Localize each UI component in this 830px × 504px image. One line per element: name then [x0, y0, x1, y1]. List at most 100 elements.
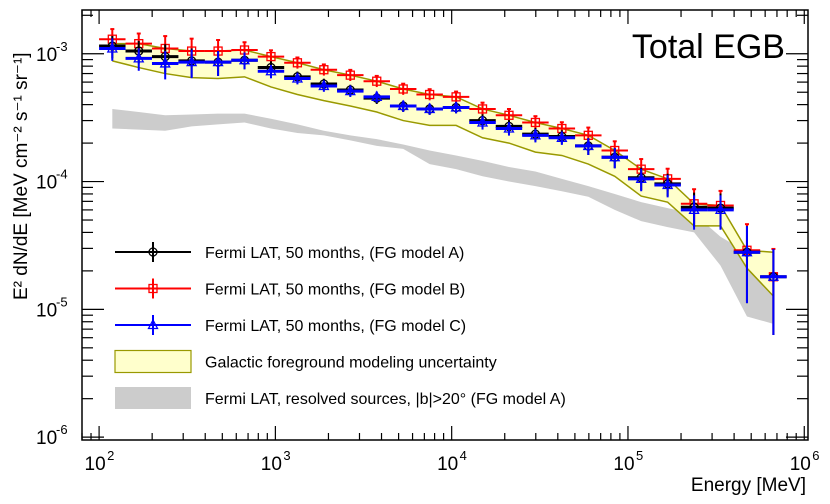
- legend-label: Fermi LAT, 50 months, (FG model C): [205, 318, 466, 335]
- marker-triangle: [476, 116, 489, 127]
- x-tick-exponent: 3: [283, 448, 290, 463]
- data-point: [469, 116, 496, 130]
- data-point: [204, 51, 232, 76]
- marker-triangle: [212, 55, 224, 67]
- x-tick-exponent: 4: [460, 448, 467, 463]
- marker-triangle: [450, 101, 462, 112]
- legend-swatch: [115, 387, 191, 409]
- x-tick-exponent: 2: [107, 448, 114, 463]
- y-tick-exponent: -6: [56, 422, 68, 437]
- marker-square: [398, 84, 408, 94]
- data-point: [257, 64, 285, 79]
- data-point: [442, 90, 470, 103]
- marker-square: [319, 65, 329, 75]
- marker-triangle: [318, 79, 330, 91]
- x-tick-label: 10: [613, 454, 634, 475]
- band-resolved-sources: [112, 108, 774, 324]
- marker-triangle: [635, 172, 647, 184]
- data-point: [99, 38, 126, 61]
- marker-triangle: [714, 203, 727, 215]
- data-point: [363, 74, 390, 88]
- data-point: [575, 138, 602, 155]
- y-tick-label: 10: [36, 428, 57, 449]
- marker-triangle: [238, 53, 251, 65]
- x-tick-exponent: 6: [812, 448, 819, 463]
- legend-marker-square: [148, 283, 158, 294]
- legend-label: Fermi LAT, 50 months, (FG model B): [205, 282, 465, 299]
- marker-square: [530, 117, 541, 128]
- data-point: [363, 90, 390, 103]
- marker-triangle: [529, 128, 541, 140]
- legend-entry: Fermi LAT, 50 months, (FG model A): [115, 242, 464, 262]
- data-point: [627, 168, 655, 192]
- y-tick-exponent: -4: [56, 167, 68, 182]
- data-point: [522, 115, 549, 130]
- marker-square: [292, 58, 303, 68]
- marker-square: [424, 89, 435, 100]
- legend-entry: Fermi LAT, resolved sources, |b|>20° (FG…: [115, 387, 566, 409]
- axes-layer: 10 2 10 3 10 4 10 5 10 610-310-410-510-6: [36, 10, 819, 475]
- legend-marker-circle: [148, 247, 158, 257]
- marker-triangle: [159, 57, 171, 68]
- data-point: [284, 72, 311, 85]
- marker-triangle: [344, 84, 356, 96]
- series-triangle: [99, 38, 787, 335]
- x-tick-label: 10: [790, 454, 811, 475]
- y-tick-label: 10: [36, 45, 57, 66]
- data-point: [337, 84, 364, 97]
- marker-square: [372, 76, 382, 86]
- data-point: [522, 128, 549, 143]
- data-point: [442, 101, 470, 114]
- data-point: [733, 226, 761, 304]
- marker-triangle: [371, 90, 383, 102]
- data-point: [178, 49, 205, 79]
- marker-triangle: [424, 102, 436, 114]
- x-axis-label: Energy [MeV]: [691, 475, 806, 496]
- data-point: [151, 51, 179, 80]
- data-point: [231, 52, 258, 70]
- y-tick-label: 10: [36, 173, 57, 194]
- marker-square: [451, 92, 461, 102]
- data-point: [416, 88, 443, 101]
- marker-triangle: [503, 122, 515, 133]
- marker-triangle: [741, 245, 753, 257]
- x-tick-exponent: 5: [636, 448, 643, 463]
- marker-triangle: [662, 178, 674, 190]
- marker-square: [266, 51, 276, 62]
- marker-triangle: [556, 131, 568, 142]
- data-point: [416, 102, 443, 115]
- chart-title: Total EGB: [632, 28, 785, 66]
- legend-marker-triangle: [147, 318, 159, 330]
- legend-entry: Galactic foreground modeling uncertainty: [114, 349, 497, 374]
- marker-square: [345, 70, 355, 80]
- marker-triangle: [186, 55, 198, 67]
- legend-swatch: [114, 349, 192, 374]
- legend-label: Fermi LAT, 50 months, (FG model A): [205, 245, 464, 262]
- data-point: [310, 63, 338, 76]
- marker-triangle: [397, 99, 409, 111]
- data-point: [389, 82, 417, 95]
- data-point: [310, 79, 338, 92]
- marker-square: [504, 110, 514, 120]
- legend: Fermi LAT, 50 months, (FG model A) Fermi …: [114, 242, 566, 409]
- x-tick-label: 10: [85, 454, 106, 475]
- legend-label: Galactic foreground modeling uncertainty: [205, 355, 497, 372]
- marker-triangle: [133, 51, 145, 63]
- marker-triangle: [265, 64, 277, 76]
- data-point: [760, 248, 787, 335]
- data-point: [337, 68, 364, 82]
- data-point: [389, 99, 417, 112]
- y-tick-exponent: -3: [56, 39, 68, 54]
- y-tick-exponent: -5: [56, 294, 68, 309]
- data-point: [284, 56, 311, 69]
- data-point: [601, 148, 628, 169]
- data-point: [495, 122, 523, 136]
- plot-frame: [81, 9, 809, 441]
- marker-triangle: [291, 72, 303, 83]
- data-point: [654, 174, 681, 198]
- marker-triangle: [767, 270, 779, 281]
- marker-triangle: [688, 203, 700, 215]
- y-tick-label: 10: [36, 300, 57, 321]
- marker-square: [477, 104, 488, 114]
